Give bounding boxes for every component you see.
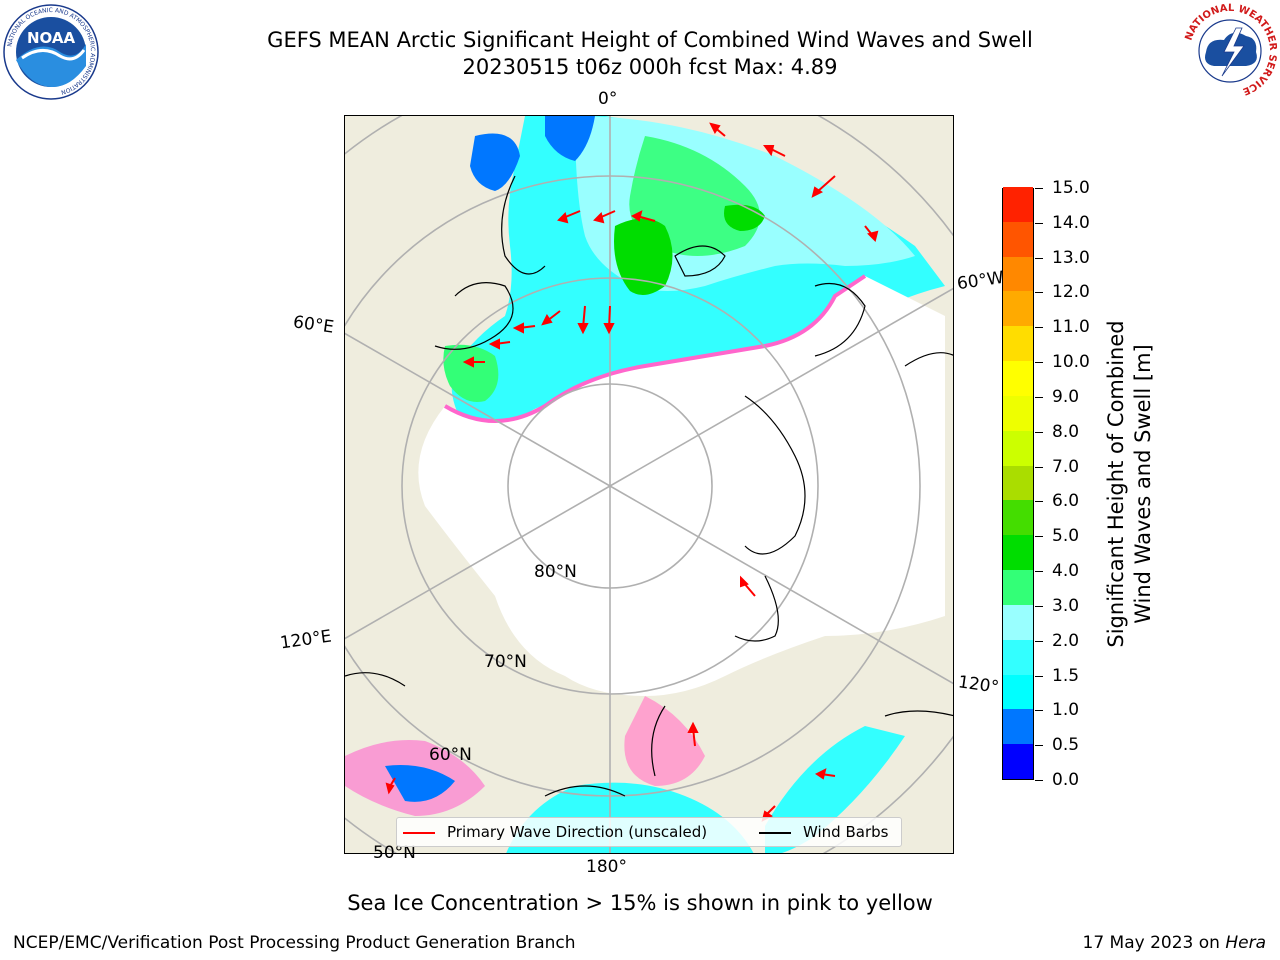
ice-edge bbox=[443, 274, 867, 423]
colorbar-segment bbox=[1003, 186, 1033, 222]
colorbar-segment bbox=[1003, 465, 1033, 501]
sea-ice bbox=[418, 276, 945, 696]
colorbar-tick-label: 5.0 bbox=[1052, 526, 1080, 547]
colorbar-segment bbox=[1003, 395, 1033, 431]
colorbar-tick-label: 8.0 bbox=[1052, 421, 1080, 442]
colorbar-segment bbox=[1003, 290, 1033, 327]
colorbar-tick-label: 2.0 bbox=[1052, 630, 1080, 651]
wave-field-peak bbox=[614, 218, 673, 295]
colorbar-title-line1: Significant Height of Combined bbox=[1104, 320, 1128, 648]
lat-label-50n: 50°N bbox=[373, 843, 416, 863]
colorbar-tick bbox=[1035, 466, 1043, 468]
colorbar bbox=[1002, 186, 1034, 780]
wind-barbs-label: Wind Barbs bbox=[803, 823, 889, 841]
colorbar-title: Significant Height of Combined Wind Wave… bbox=[1103, 184, 1157, 784]
lat-label-70n: 70°N bbox=[484, 652, 527, 672]
wave-arrows bbox=[385, 122, 879, 822]
graticule bbox=[345, 116, 953, 853]
wind-barbs-swatch bbox=[759, 832, 791, 834]
colorbar-segment bbox=[1003, 604, 1033, 640]
lon-label-120w: 120° bbox=[956, 672, 1001, 698]
colorbar-segment bbox=[1003, 325, 1033, 362]
primary-wave-label: Primary Wave Direction (unscaled) bbox=[447, 823, 708, 841]
chart-title: GEFS MEAN Arctic Significant Height of C… bbox=[267, 28, 1033, 52]
colorbar-tick-label: 13.0 bbox=[1052, 247, 1090, 268]
footer-machine: Hera bbox=[1225, 933, 1266, 953]
lon-label-180: 180° bbox=[586, 857, 627, 877]
lon-label-60w: 60°W bbox=[955, 267, 1006, 295]
primary-wave-swatch bbox=[403, 832, 435, 834]
colorbar-tick bbox=[1035, 431, 1043, 433]
footer-date: 17 May 2023 on Hera bbox=[1083, 933, 1267, 953]
colorbar-tick-label: 11.0 bbox=[1052, 317, 1090, 338]
colorbar-tick-label: 15.0 bbox=[1052, 178, 1090, 198]
colorbar-tick-label: 1.5 bbox=[1052, 665, 1080, 686]
colorbar-tick-label: 0.0 bbox=[1052, 770, 1080, 790]
colorbar-tick bbox=[1035, 188, 1043, 189]
lon-label-0: 0° bbox=[598, 89, 618, 109]
colorbar-tick-label: 6.0 bbox=[1052, 491, 1080, 512]
colorbar-tick bbox=[1035, 327, 1043, 329]
colorbar-tick bbox=[1035, 780, 1043, 781]
colorbar-tick bbox=[1035, 362, 1043, 364]
colorbar-tick bbox=[1035, 292, 1043, 294]
colorbar-segment bbox=[1003, 569, 1033, 605]
colorbar-tick-label: 1.0 bbox=[1052, 700, 1080, 721]
colorbar-tick bbox=[1035, 571, 1043, 573]
colorbar-tick bbox=[1035, 257, 1043, 259]
colorbar-tick-label: 9.0 bbox=[1052, 386, 1080, 407]
colorbar-tick bbox=[1035, 501, 1043, 503]
wave-field-okhotsk-inner bbox=[385, 765, 455, 802]
colorbar-segment bbox=[1003, 360, 1033, 396]
nws-logo: NATIONAL WEATHER SERVICE bbox=[1183, 3, 1278, 98]
lat-label-80n: 80°N bbox=[534, 562, 577, 582]
colorbar-segment bbox=[1003, 499, 1033, 536]
colorbar-tick-label: 14.0 bbox=[1052, 212, 1090, 233]
colorbar-tick-label: 0.5 bbox=[1052, 735, 1080, 756]
colorbar-segment bbox=[1003, 639, 1033, 675]
chart-subtitle: 20230515 t06z 000h fcst Max: 4.89 bbox=[462, 55, 838, 79]
polar-map bbox=[344, 115, 954, 854]
colorbar-tick bbox=[1035, 396, 1043, 398]
colorbar-tick-label: 12.0 bbox=[1052, 282, 1090, 303]
svg-text:NOAA: NOAA bbox=[27, 29, 76, 47]
coastlines bbox=[345, 175, 953, 797]
wave-field-baltic bbox=[470, 133, 520, 191]
map-legend: Primary Wave Direction (unscaled) Wind B… bbox=[396, 817, 902, 847]
colorbar-tick bbox=[1035, 745, 1043, 747]
colorbar-tick bbox=[1035, 222, 1043, 224]
lat-label-60n: 60°N bbox=[429, 745, 472, 765]
colorbar-segment bbox=[1003, 534, 1033, 571]
footer-date-text: 17 May 2023 on bbox=[1082, 933, 1220, 953]
colorbar-tick bbox=[1035, 536, 1043, 538]
footer-branch: NCEP/EMC/Verification Post Processing Pr… bbox=[13, 933, 576, 953]
colorbar-segment bbox=[1003, 430, 1033, 466]
colorbar-segment bbox=[1003, 743, 1033, 779]
colorbar-title-line2: Wind Waves and Swell [m] bbox=[1131, 344, 1155, 624]
colorbar-tick-label: 4.0 bbox=[1052, 561, 1080, 582]
colorbar-tick bbox=[1035, 640, 1043, 642]
noaa-logo: NATIONAL OCEANIC AND ATMOSPHERIC ADMINIS… bbox=[3, 4, 99, 100]
colorbar-segment bbox=[1003, 708, 1033, 745]
lon-label-120e: 120°E bbox=[278, 626, 333, 654]
colorbar-segment bbox=[1003, 256, 1033, 292]
wave-field-baltic-2 bbox=[545, 116, 595, 161]
colorbar-tick bbox=[1035, 675, 1043, 677]
colorbar-tick bbox=[1035, 710, 1043, 712]
colorbar-tick bbox=[1035, 605, 1043, 607]
colorbar-tick-label: 7.0 bbox=[1052, 456, 1080, 477]
ice-edge-pacific bbox=[624, 696, 705, 786]
colorbar-segment bbox=[1003, 674, 1033, 710]
colorbar-tick-label: 10.0 bbox=[1052, 352, 1090, 373]
colorbar-segment bbox=[1003, 221, 1033, 257]
colorbar-tick-label: 3.0 bbox=[1052, 595, 1080, 616]
map-canvas bbox=[345, 116, 953, 853]
sea-ice-caption: Sea Ice Concentration > 15% is shown in … bbox=[347, 891, 933, 915]
wave-field-barents bbox=[443, 344, 499, 402]
lon-label-60e: 60°E bbox=[291, 312, 336, 338]
